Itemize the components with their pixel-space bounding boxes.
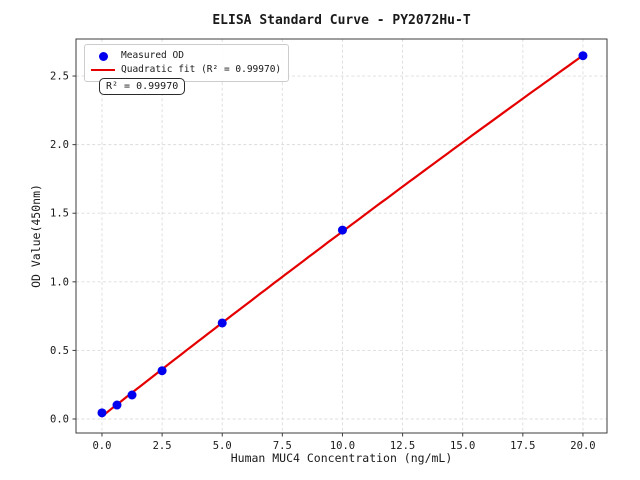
x-tick-label: 2.5 [153, 440, 172, 452]
x-tick-label: 5.0 [213, 440, 232, 452]
data-point [578, 51, 588, 61]
quadratic-fit-line-icon [91, 68, 115, 72]
legend-marker-cell [85, 68, 121, 72]
legend-label-measured-od: Measured OD [121, 50, 184, 61]
x-tick-label: 15.0 [450, 440, 475, 452]
legend: Measured OD Quadratic fit (R² = 0.99970) [84, 44, 290, 82]
x-tick-label: 0.0 [92, 440, 111, 452]
legend-item-quadratic-fit: Quadratic fit (R² = 0.99970) [85, 63, 281, 77]
chart-title: ELISA Standard Curve - PY2072Hu-T [212, 13, 471, 28]
data-point [97, 408, 107, 418]
y-tick-label: 1.0 [50, 276, 69, 288]
y-axis-label: OD Value(450nm) [29, 184, 43, 288]
x-tick-label: 10.0 [330, 440, 355, 452]
measured-od-dot-icon [98, 51, 108, 61]
y-tick-label: 2.5 [50, 71, 69, 83]
data-point [127, 390, 137, 400]
x-axis-label: Human MUC4 Concentration (ng/mL) [230, 451, 453, 465]
y-tick-label: 0.0 [50, 414, 69, 426]
y-tick-label: 1.5 [50, 208, 69, 220]
axes-spines [75, 38, 608, 434]
legend-item-measured-od: Measured OD [85, 49, 281, 63]
x-tick-label: 20.0 [570, 440, 595, 452]
data-point [337, 225, 347, 235]
x-tick-label: 17.5 [510, 440, 535, 452]
x-tick-label: 7.5 [273, 440, 292, 452]
r-squared-annotation: R² = 0.99970 [99, 78, 186, 95]
x-tick-label: 12.5 [390, 440, 415, 452]
data-point [157, 366, 167, 376]
y-tick-label: 2.0 [50, 139, 69, 151]
y-tick-label: 0.5 [50, 345, 69, 357]
data-point [112, 400, 122, 410]
legend-label-quadratic-fit: Quadratic fit (R² = 0.99970) [121, 64, 282, 75]
data-point [217, 318, 227, 328]
legend-marker-cell [85, 51, 121, 61]
